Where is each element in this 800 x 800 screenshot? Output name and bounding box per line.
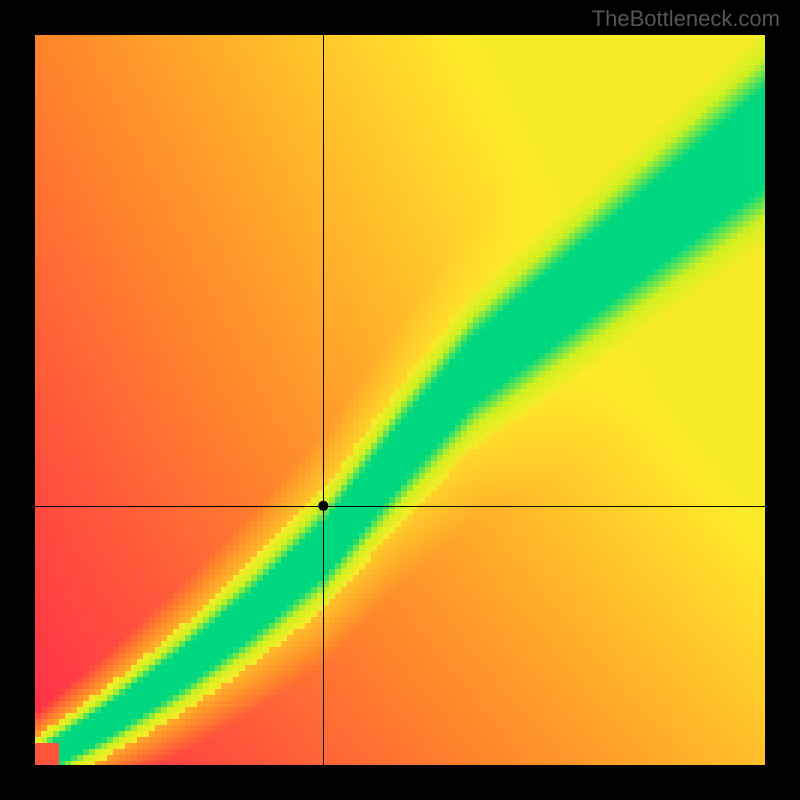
heatmap-plot xyxy=(35,35,765,765)
chart-container: TheBottleneck.com xyxy=(0,0,800,800)
heatmap-canvas xyxy=(35,35,765,765)
watermark-text: TheBottleneck.com xyxy=(592,6,780,32)
